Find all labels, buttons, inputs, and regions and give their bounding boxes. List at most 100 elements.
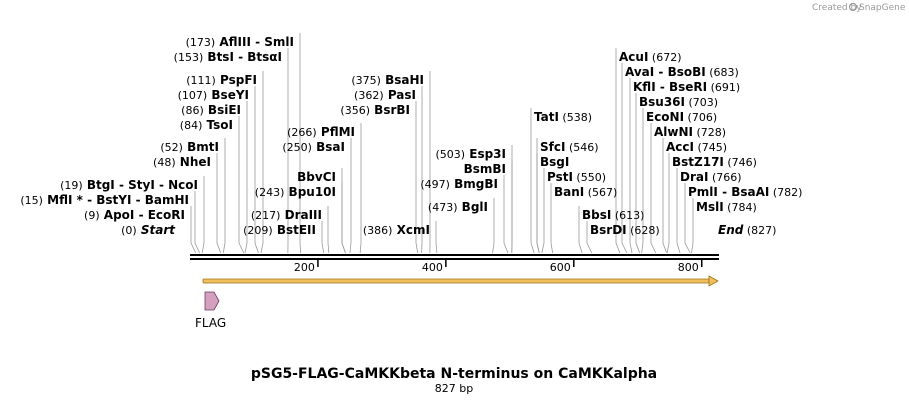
site-enzyme-name: BsaI bbox=[312, 140, 345, 154]
site-leader bbox=[359, 123, 362, 254]
site-enzyme-name: MflI * bbox=[43, 193, 84, 207]
site-leader bbox=[260, 71, 264, 254]
site-position: (827) bbox=[743, 224, 776, 237]
site-label: BbsI (613) bbox=[582, 208, 644, 222]
site-label: AccI (745) bbox=[666, 140, 727, 154]
site-label: End (827) bbox=[718, 223, 776, 237]
site-enzyme-name: Bpu10I bbox=[284, 185, 336, 199]
site-enzyme-name: BglI bbox=[458, 200, 489, 214]
site-position: (243) bbox=[255, 186, 285, 199]
site-leader bbox=[222, 138, 226, 254]
site-position: (209) bbox=[243, 224, 273, 237]
site-label: (503) Esp3I bbox=[435, 147, 506, 161]
site-label: (15) MflI * - BstYI - BamHI bbox=[20, 193, 189, 207]
site-label: DraI (766) bbox=[680, 170, 742, 184]
site-leader bbox=[238, 116, 245, 254]
site-leader bbox=[666, 153, 670, 254]
site-enzyme-name: DraI bbox=[680, 170, 708, 184]
site-leader bbox=[341, 183, 346, 254]
site-leader bbox=[503, 175, 509, 254]
site-label: (362) PasI bbox=[354, 88, 416, 102]
site-enzyme-name: TsoI bbox=[202, 118, 233, 132]
site-position: (784) bbox=[724, 201, 757, 214]
site-enzyme-name: - BstYI bbox=[83, 193, 132, 207]
site-enzyme-name: - SmlI bbox=[251, 35, 294, 49]
site-label: (497) BmgBI bbox=[420, 177, 498, 191]
site-enzyme-name: BsrBI bbox=[370, 103, 410, 117]
site-position: (628) bbox=[627, 224, 660, 237]
site-leader bbox=[190, 206, 197, 254]
site-position: (250) bbox=[282, 141, 312, 154]
site-position: (613) bbox=[611, 209, 644, 222]
site-label: (86) BsiEI bbox=[181, 103, 241, 117]
site-enzyme-name: PstI bbox=[547, 170, 573, 184]
site-enzyme-name: End bbox=[718, 223, 744, 237]
site-enzyme-name: - EcoRI bbox=[134, 208, 185, 222]
site-position: (703) bbox=[685, 96, 718, 109]
site-position: (672) bbox=[648, 51, 681, 64]
site-enzyme-name: - BseRI bbox=[656, 80, 707, 94]
site-enzyme-name: Start bbox=[137, 223, 177, 237]
site-position: (15) bbox=[20, 194, 43, 207]
site-label: (473) BglI bbox=[428, 200, 488, 214]
site-enzyme-name: BstZ17I bbox=[672, 155, 724, 169]
site-enzyme-name: PasI bbox=[384, 88, 416, 102]
site-position: (19) bbox=[60, 179, 83, 192]
dna-backbone bbox=[190, 254, 719, 260]
site-label: (84) TsoI bbox=[180, 118, 233, 132]
site-label: PmlI - BsaAI (782) bbox=[688, 185, 802, 199]
site-enzyme-name: TatI bbox=[534, 110, 559, 124]
site-leader bbox=[349, 138, 352, 254]
site-leader bbox=[676, 168, 681, 254]
site-position: (386) bbox=[363, 224, 393, 237]
site-label: (107) BseYI bbox=[178, 88, 249, 102]
site-leader bbox=[586, 221, 593, 254]
map-title: pSG5-FLAG-CaMKKbeta N-terminus on CaMKKa… bbox=[251, 366, 657, 382]
site-position: (746) bbox=[724, 156, 757, 169]
site-enzyme-name: - BsaAI bbox=[718, 185, 769, 199]
site-label: BsrDI (628) bbox=[590, 223, 660, 237]
site-position: (111) bbox=[186, 74, 216, 87]
site-label: (153) BtsI - BtsαI bbox=[174, 50, 282, 64]
site-enzyme-name: NheI bbox=[176, 155, 211, 169]
site-enzyme-name: AflIII bbox=[215, 35, 251, 49]
site-enzyme-name: AcuI bbox=[619, 50, 648, 64]
site-position: (473) bbox=[428, 201, 458, 214]
ruler-tick-label: 200 bbox=[294, 261, 315, 274]
site-label: (250) BsaI bbox=[282, 140, 345, 154]
site-leader bbox=[244, 101, 248, 254]
site-enzyme-name: BanI bbox=[554, 185, 584, 199]
site-position: (550) bbox=[573, 171, 606, 184]
site-label: MslI (784) bbox=[696, 200, 757, 214]
site-position: (362) bbox=[354, 89, 384, 102]
flag-feature bbox=[204, 291, 220, 311]
site-leader bbox=[615, 48, 621, 254]
site-label: BstZ17I (746) bbox=[672, 155, 757, 169]
site-label: BanI (567) bbox=[554, 185, 617, 199]
site-enzyme-name: BsmBI bbox=[464, 162, 506, 176]
site-enzyme-name: KflI bbox=[633, 80, 656, 94]
site-position: (107) bbox=[178, 89, 208, 102]
site-enzyme-name: BseYI bbox=[207, 88, 249, 102]
site-position: (0) bbox=[121, 224, 137, 237]
snapgene-logo-icon bbox=[848, 2, 858, 12]
site-position: (86) bbox=[181, 104, 204, 117]
site-label: TatI (538) bbox=[534, 110, 592, 124]
site-leader bbox=[415, 101, 419, 254]
site-leader bbox=[550, 183, 554, 254]
site-position: (52) bbox=[160, 141, 183, 154]
credit-text: Created by bbox=[812, 3, 862, 13]
ruler-tick-label: 400 bbox=[422, 261, 443, 274]
site-leader bbox=[299, 33, 302, 254]
site-enzyme-name: - BsoBI bbox=[654, 65, 705, 79]
site-enzyme-name: BsiEI bbox=[204, 103, 241, 117]
site-position: (728) bbox=[693, 126, 726, 139]
site-enzyme-name: BbvCI bbox=[297, 170, 336, 184]
site-enzyme-name: PspFI bbox=[216, 73, 257, 87]
site-enzyme-name: Bsu36I bbox=[639, 95, 685, 109]
site-label: SfcI (546) bbox=[540, 140, 599, 154]
site-position: (503) bbox=[435, 148, 465, 161]
site-leader bbox=[578, 206, 583, 254]
site-leader bbox=[194, 191, 200, 254]
